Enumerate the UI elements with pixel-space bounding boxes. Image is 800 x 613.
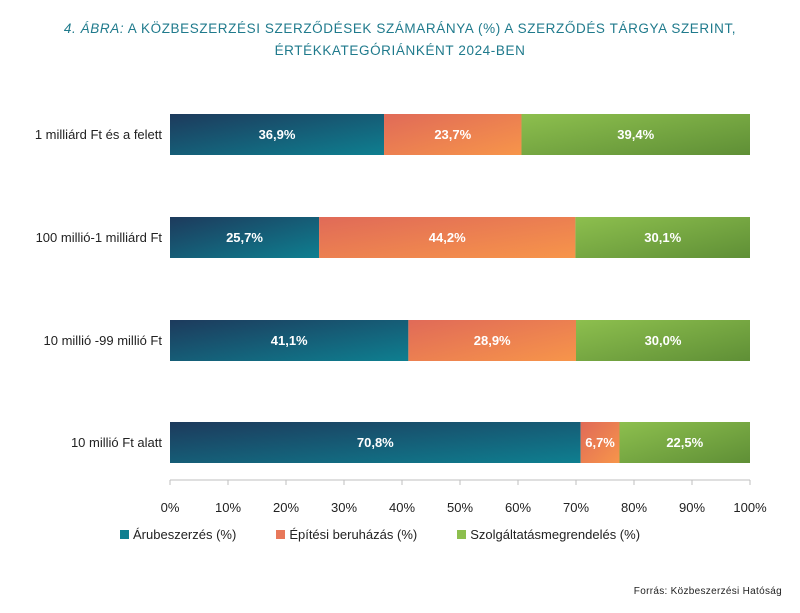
category-label: 10 millió Ft alatt [71, 435, 162, 450]
data-label: 22,5% [666, 435, 703, 450]
legend-label: Árubeszerzés (%) [133, 527, 237, 542]
data-label: 30,0% [645, 333, 682, 348]
x-tick-label: 70% [563, 500, 589, 515]
data-label: 28,9% [474, 333, 511, 348]
x-tick-label: 40% [389, 500, 415, 515]
bar-segment [575, 217, 750, 258]
bar-segment [576, 320, 750, 361]
legend: Árubeszerzés (%) Építési beruházás (%) S… [120, 527, 640, 542]
legend-swatch [120, 530, 129, 539]
bar-segment [170, 422, 581, 463]
x-tick-label: 50% [447, 500, 473, 515]
x-tick-label: 0% [161, 500, 180, 515]
bar-segment [384, 114, 522, 155]
title-line-1: A KÖZBESZERZÉSI SZERZŐDÉSEK SZÁMARÁNYA (… [127, 21, 737, 36]
x-tick-label: 30% [331, 500, 357, 515]
legend-item-szolgaltatas: Szolgáltatásmegrendelés (%) [457, 527, 640, 542]
bar-segment [170, 114, 385, 155]
bar-segment [408, 320, 576, 361]
data-label: 30,1% [644, 230, 681, 245]
data-label: 23,7% [434, 127, 471, 142]
data-label: 44,2% [429, 230, 466, 245]
x-tick-label: 100% [733, 500, 767, 515]
figure-label: 4. ÁBRA: [63, 21, 125, 36]
bar-segment [580, 422, 620, 463]
chart-title: 4. ÁBRA: A KÖZBESZERZÉSI SZERZŐDÉSEK SZÁ… [0, 18, 800, 62]
legend-item-arubeszerzes: Árubeszerzés (%) [120, 527, 236, 542]
x-axis: 0% 10% 20% 30% 40% 50% 60% 70% 80% 90% 100% [161, 479, 767, 515]
data-label: 70,8% [357, 435, 394, 450]
legend-swatch [276, 530, 286, 539]
x-tick-label: 10% [215, 500, 241, 515]
category-label: 100 millió-1 milliárd Ft [36, 230, 163, 245]
legend-item-epitesi: Építési beruházás (%) [276, 527, 417, 542]
bar-segment [619, 422, 750, 463]
bar-segment [521, 114, 750, 155]
bar-segment [170, 320, 409, 361]
data-label: 25,7% [226, 230, 263, 245]
data-label: 41,1% [271, 333, 308, 348]
bars-group: 1 milliárd Ft és a felett 36,9% 23,7% 39,4%… [35, 114, 750, 463]
legend-label: Építési beruházás (%) [289, 527, 418, 542]
data-label: 36,9% [259, 127, 296, 142]
source-note: Forrás: Közbeszerzési Hatóság [633, 586, 782, 597]
x-tick-label: 60% [505, 500, 531, 515]
legend-swatch [457, 530, 467, 539]
x-tick-label: 90% [679, 500, 705, 515]
data-label: 6,7% [585, 435, 615, 450]
bar-segment [319, 217, 576, 258]
x-tick-label: 20% [273, 500, 299, 515]
legend-label: Szolgáltatásmegrendelés (%) [470, 527, 641, 542]
data-label: 39,4% [617, 127, 654, 142]
x-tick-label: 80% [621, 500, 647, 515]
category-label: 1 milliárd Ft és a felett [35, 127, 163, 142]
title-line-2: ÉRTÉKKATEGÓRIÁNKÉNT 2024-BEN [274, 43, 526, 58]
bar-segment [170, 217, 320, 258]
category-label: 10 millió -99 millió Ft [44, 333, 163, 348]
